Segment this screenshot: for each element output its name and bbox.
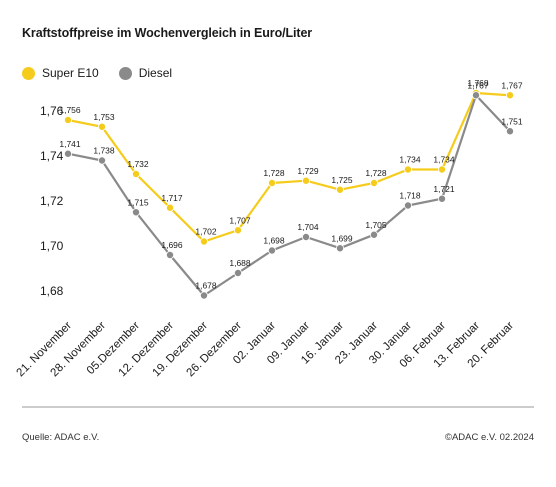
data-label-diesel: 1,699 [331,233,353,243]
data-point-diesel [369,230,378,239]
data-label-diesel: 1,704 [297,222,319,232]
series-line-diesel [67,94,511,297]
data-point-super-e10 [267,178,276,187]
data-point-super-e10 [64,116,73,125]
copyright-note: ©ADAC e.V. 02.2024 [444,432,534,443]
data-label-diesel: 1,718 [399,191,421,201]
legend: Super E10 Diesel [22,66,192,80]
data-point-diesel [403,201,412,210]
legend-item-super-e10: Super E10 [22,66,99,80]
data-point-diesel [199,291,208,300]
data-label-super-e10: 1,734 [399,155,421,165]
data-label-super-e10: 1,729 [297,166,319,176]
data-label-super-e10: 1,734 [433,155,455,165]
data-point-super-e10 [403,165,412,174]
data-label-diesel: 1,678 [195,281,217,291]
data-label-diesel: 1,688 [229,258,251,268]
data-label-diesel: 1,741 [59,139,81,149]
data-point-diesel [301,232,310,241]
y-tick-label: 1,76 [40,104,64,118]
data-label-super-e10: 1,707 [229,215,251,225]
data-point-diesel [267,246,276,255]
data-label-diesel: 1,698 [263,236,285,246]
data-label-diesel: 1,751 [501,116,523,126]
data-label-super-e10: 1,728 [365,168,387,178]
y-axis: 1,68 1,70 1,72 1,74 1,76 [40,104,64,298]
data-label-super-e10: 1,753 [93,112,115,122]
data-label-diesel: 1,767 [467,80,489,90]
data-label-super-e10: 1,732 [127,159,149,169]
data-point-diesel [505,127,514,136]
data-label-diesel: 1,721 [433,184,455,194]
data-point-super-e10 [165,203,174,212]
data-point-diesel [165,250,174,259]
chart-title: Kraftstoffpreise im Wochenvergleich in E… [22,26,313,40]
data-point-super-e10 [505,91,514,100]
data-point-diesel [233,268,242,277]
data-point-super-e10 [369,178,378,187]
legend-swatch-super-e10 [22,66,35,80]
data-point-diesel [335,244,344,253]
data-labels: 1,756 1,753 1,732 1,717 1,702 1,707 1,728 1,729… [59,78,523,291]
data-point-super-e10 [233,226,242,235]
legend-label-diesel: Diesel [138,66,173,80]
data-point-super-e10 [301,176,310,185]
data-point-diesel [437,194,446,203]
data-label-super-e10: 1,756 [59,105,81,115]
data-label-super-e10: 1,728 [263,168,285,178]
legend-label-super-e10: Super E10 [42,66,99,80]
data-label-diesel: 1,705 [365,220,387,230]
source-note: Quelle: ADAC e.V. [22,432,100,443]
data-point-super-e10 [131,169,140,178]
data-label-super-e10: 1,768 [467,78,489,88]
data-label-diesel: 1,738 [93,146,115,156]
data-label-super-e10: 1,725 [331,175,353,185]
y-tick-label: 1,70 [40,239,64,253]
data-point-super-e10 [335,185,344,194]
data-label-super-e10: 1,702 [195,227,217,237]
y-tick-label: 1,68 [40,284,64,298]
data-point-diesel [64,149,73,158]
data-point-diesel [471,91,480,100]
data-label-super-e10: 1,717 [161,193,183,203]
data-point-super-e10 [98,122,107,131]
series-line-super-e10 [67,91,511,243]
data-label-diesel: 1,715 [127,197,149,207]
legend-item-diesel: Diesel [118,66,173,80]
data-point-diesel [131,208,140,217]
legend-swatch-diesel [118,66,132,80]
y-tick-label: 1,72 [40,194,64,208]
data-label-super-e10: 1,767 [501,80,523,90]
y-tick-label: 1,74 [40,149,64,163]
data-point-diesel [98,156,107,165]
series-layer [64,89,514,300]
data-point-super-e10 [199,237,208,246]
data-label-diesel: 1,696 [161,240,183,250]
data-point-super-e10 [437,165,446,174]
